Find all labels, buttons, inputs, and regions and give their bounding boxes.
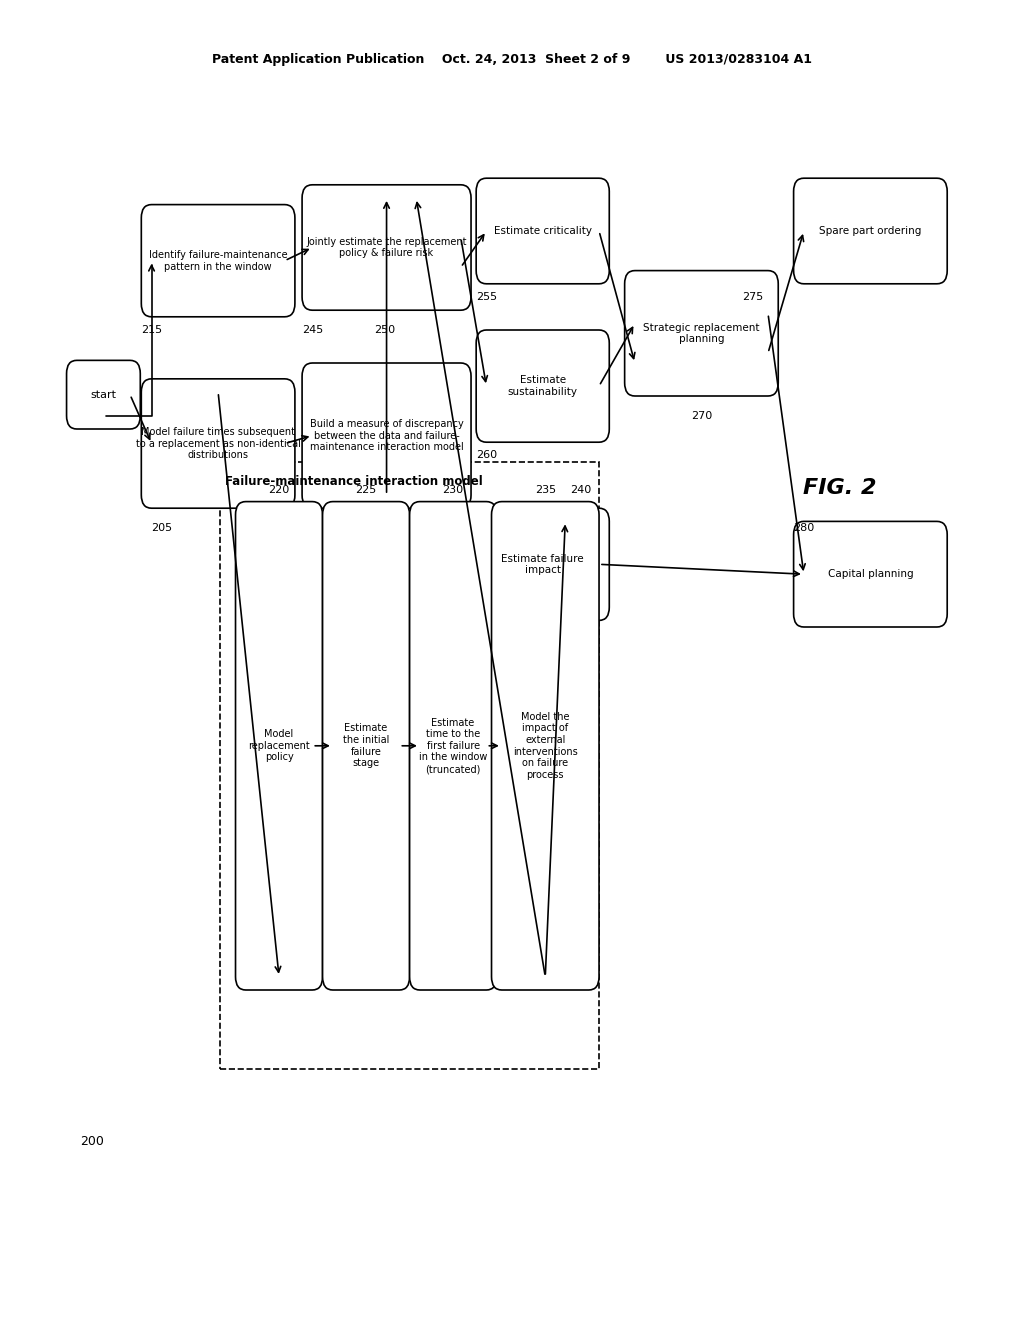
FancyBboxPatch shape [794,178,947,284]
Text: 245: 245 [302,325,324,335]
Text: 275: 275 [742,292,764,302]
FancyBboxPatch shape [323,502,410,990]
FancyBboxPatch shape [476,330,609,442]
Text: Estimate
sustainability: Estimate sustainability [508,375,578,397]
Text: 230: 230 [442,484,464,495]
FancyBboxPatch shape [476,508,609,620]
Text: Patent Application Publication    Oct. 24, 2013  Sheet 2 of 9        US 2013/028: Patent Application Publication Oct. 24, … [212,53,812,66]
Text: 205: 205 [152,523,173,533]
FancyBboxPatch shape [302,185,471,310]
Text: 235: 235 [535,484,556,495]
FancyBboxPatch shape [141,379,295,508]
Text: Capital planning: Capital planning [827,569,913,579]
FancyBboxPatch shape [236,502,323,990]
Text: Build a measure of discrepancy
between the data and failure-
maintenance interac: Build a measure of discrepancy between t… [309,418,464,453]
FancyBboxPatch shape [794,521,947,627]
Text: Strategic replacement
planning: Strategic replacement planning [643,322,760,345]
Text: Identify failure-maintenance
pattern in the window: Identify failure-maintenance pattern in … [148,249,288,272]
Text: 240: 240 [570,484,592,495]
Text: Failure-maintenance interaction model: Failure-maintenance interaction model [225,475,483,488]
FancyBboxPatch shape [625,271,778,396]
Text: 210: 210 [323,523,344,533]
Text: 270: 270 [691,411,713,421]
Text: 260: 260 [476,450,498,461]
FancyBboxPatch shape [410,502,497,990]
Text: 255: 255 [476,292,498,302]
Text: Jointly estimate the replacement
policy & failure risk: Jointly estimate the replacement policy … [306,236,467,259]
Text: FIG. 2: FIG. 2 [803,478,877,499]
Text: Estimate
the initial
failure
stage: Estimate the initial failure stage [343,723,389,768]
Text: Spare part ordering: Spare part ordering [819,226,922,236]
Text: 220: 220 [268,484,290,495]
FancyBboxPatch shape [302,363,471,508]
Text: 250: 250 [374,325,395,335]
Text: 280: 280 [794,523,815,533]
Text: Estimate criticality: Estimate criticality [494,226,592,236]
Text: Estimate
time to the
first failure
in the window
(truncated): Estimate time to the first failure in th… [419,718,487,774]
FancyBboxPatch shape [492,502,599,990]
FancyBboxPatch shape [67,360,140,429]
FancyBboxPatch shape [476,178,609,284]
Text: Model failure times subsequent
to a replacement as non-identical
distributions: Model failure times subsequent to a repl… [135,426,301,461]
Text: 265: 265 [527,507,549,517]
Text: Model the
impact of
external
interventions
on failure
process: Model the impact of external interventio… [513,711,578,780]
Text: 225: 225 [355,484,377,495]
Text: Model
replacement
policy: Model replacement policy [248,729,310,763]
Text: 215: 215 [141,325,163,335]
FancyBboxPatch shape [141,205,295,317]
Text: start: start [90,389,117,400]
Text: 200: 200 [80,1135,103,1148]
Text: Estimate failure
impact: Estimate failure impact [502,553,584,576]
